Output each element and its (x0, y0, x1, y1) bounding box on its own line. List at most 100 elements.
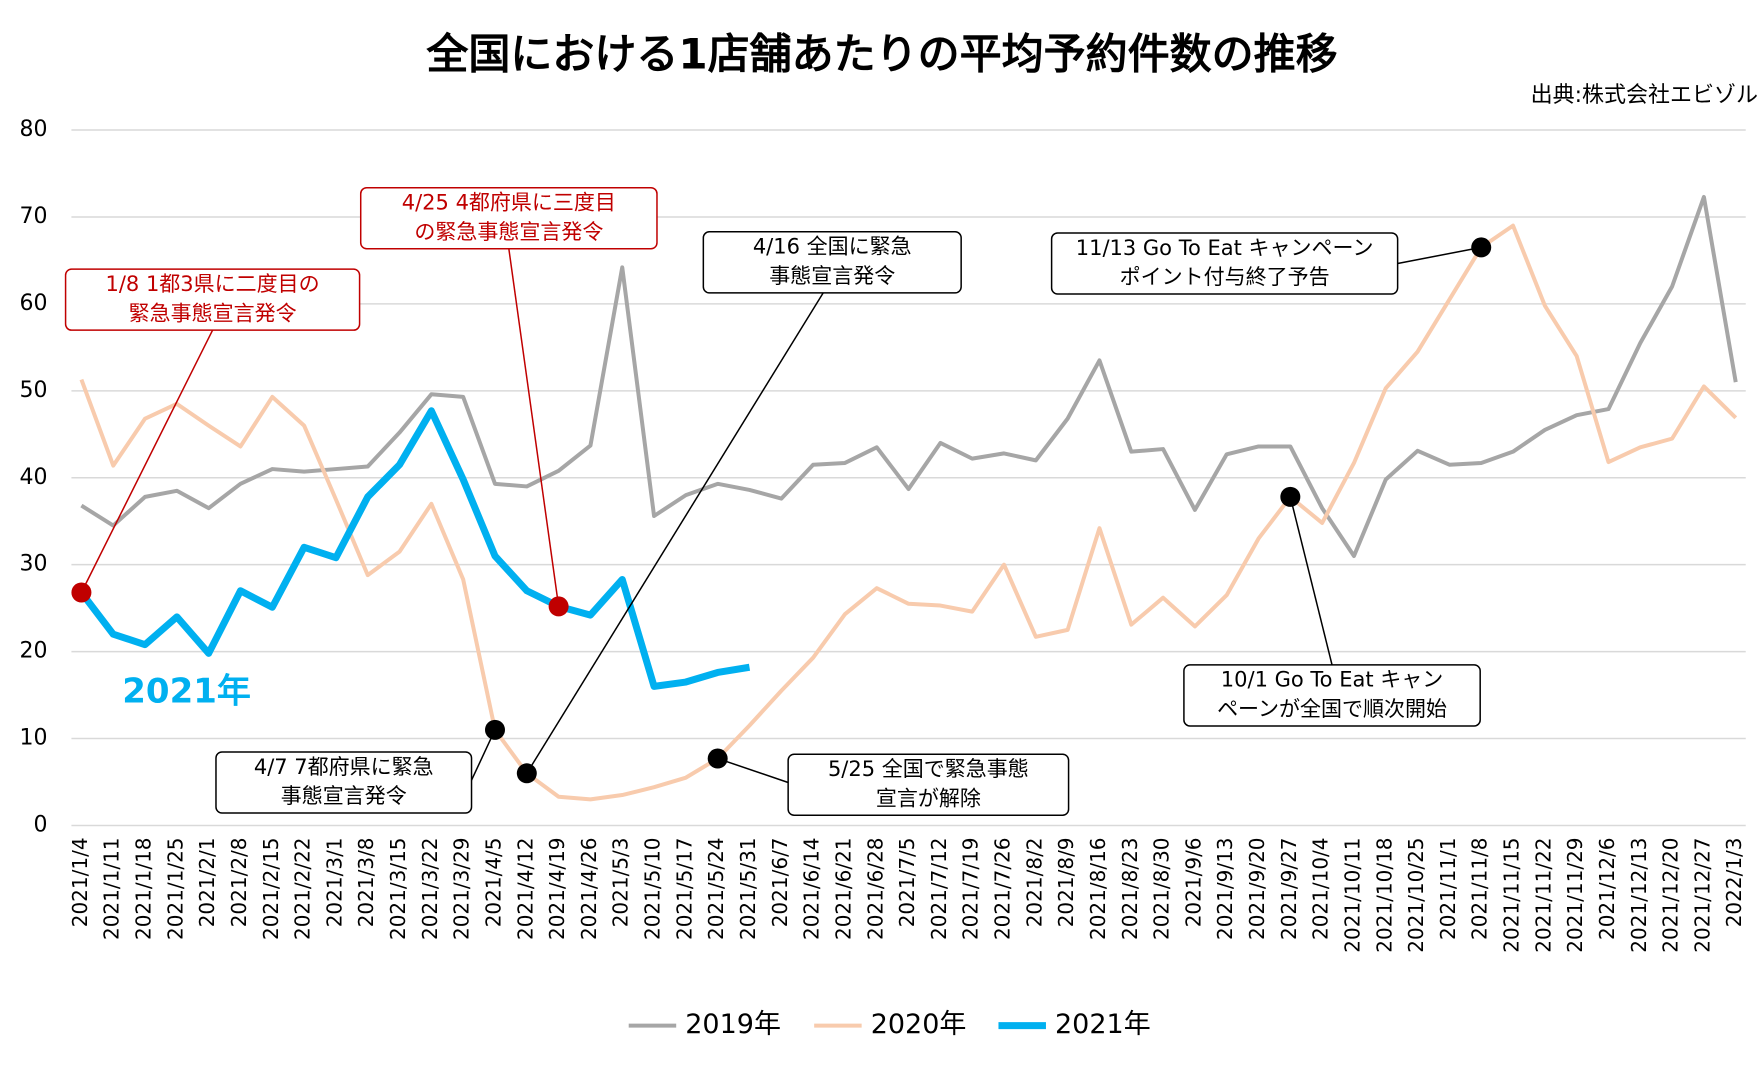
x-tick-label: 2021/8/2 (1022, 837, 1046, 927)
x-tick-label: 2021/2/1 (195, 837, 219, 927)
y-tick-label: 80 (19, 117, 47, 142)
y-tick-label: 40 (19, 465, 47, 490)
x-tick-label: 2021/1/11 (100, 837, 124, 940)
leader-line (508, 248, 560, 607)
series-line (80, 194, 1738, 558)
x-tick-label: 2021/5/31 (736, 837, 760, 940)
leader-line (1289, 496, 1333, 666)
callout-text: 4/16 全国に緊急 (753, 235, 912, 259)
callout-text: 1/8 1都3県に二度目の (105, 272, 319, 296)
x-tick-label: 2021/6/14 (800, 837, 824, 940)
callout-text: ペーンが全国で順次開始 (1217, 697, 1447, 721)
callout-box (787, 753, 1070, 817)
x-tick-label: 2021/11/29 (1563, 837, 1587, 952)
x-tick-label: 2021/3/1 (322, 837, 346, 927)
x-tick-label: 2021/5/24 (704, 837, 728, 940)
x-tick-label: 2021/5/17 (672, 837, 696, 940)
callout-text: ポイント付与終了予告 (1120, 265, 1330, 289)
event-marker (548, 596, 569, 617)
x-tick-label: 2021/2/22 (291, 837, 315, 940)
event-marker (1471, 237, 1492, 258)
x-tick-label: 2021/3/22 (418, 837, 442, 940)
callout-box (1183, 664, 1481, 727)
y-tick-label: 30 (19, 552, 47, 577)
x-tick-label: 2021/10/18 (1372, 837, 1396, 952)
x-tick-label: 2021/12/13 (1627, 837, 1651, 952)
legend-label: 2021年 (1055, 1009, 1151, 1040)
chart-title: 全国における1店舗あたりの平均予約件数の推移 (425, 30, 1337, 79)
callout-box (64, 268, 361, 331)
callout-text: 10/1 Go To Eat キャン (1221, 668, 1443, 692)
leader-line (526, 292, 824, 774)
series-label: 2021年 (122, 672, 251, 712)
x-tick-label: 2021/3/29 (450, 837, 474, 940)
leader-line (1397, 246, 1482, 265)
x-tick-label: 2021/11/22 (1531, 837, 1555, 952)
callout-box (359, 186, 658, 250)
x-tick-label: 2021/11/8 (1468, 837, 1492, 940)
x-tick-label: 2021/4/5 (481, 837, 505, 927)
series-line (79, 223, 1738, 802)
x-tick-label: 2021/2/8 (227, 837, 251, 927)
legend-label: 2019年 (685, 1009, 781, 1040)
x-tick-label: 2021/4/26 (577, 837, 601, 940)
callout-box (702, 231, 962, 294)
callout-text: 宣言が解除 (876, 786, 981, 810)
x-tick-label: 2021/1/4 (68, 837, 92, 927)
x-tick-label: 2021/9/27 (1277, 837, 1301, 940)
x-tick-label: 2021/11/15 (1500, 837, 1524, 952)
x-tick-label: 2021/4/12 (513, 837, 537, 940)
callout-text: 4/25 4都府県に三度目 (402, 191, 616, 215)
y-tick-label: 20 (19, 639, 47, 664)
x-tick-label: 2021/9/13 (1213, 837, 1237, 940)
x-tick-label: 2021/3/15 (386, 837, 410, 940)
x-tick-label: 2021/10/11 (1340, 837, 1364, 952)
event-marker (484, 719, 505, 740)
x-tick-label: 2021/9/20 (1245, 837, 1269, 940)
x-tick-label: 2021/10/4 (1309, 837, 1333, 940)
source: 出典:株式会社エビゾル (1531, 83, 1758, 108)
x-tick-label: 2021/3/8 (354, 837, 378, 927)
y-tick-label: 60 (19, 291, 47, 316)
callout-text: 11/13 Go To Eat キャンペーン (1076, 236, 1374, 260)
callout-text: 事態宣言発令 (281, 784, 407, 808)
callout-text: 事態宣言発令 (769, 264, 895, 288)
x-tick-label: 2021/5/10 (641, 837, 665, 940)
event-marker (1280, 486, 1301, 507)
x-tick-label: 2021/6/28 (863, 837, 887, 940)
y-tick-label: 10 (19, 726, 47, 751)
x-tick-label: 2021/10/25 (1404, 837, 1428, 952)
x-tick-label: 2021/8/30 (1150, 837, 1174, 940)
callout-text: 5/25 全国で緊急事態 (828, 757, 1029, 781)
event-marker (707, 748, 728, 769)
x-tick-label: 2021/5/3 (609, 837, 633, 927)
x-tick-label: 2021/1/18 (132, 837, 156, 940)
leader-line (717, 757, 789, 784)
legend-label: 2020年 (871, 1009, 967, 1040)
event-marker (516, 763, 537, 784)
x-tick-label: 2021/4/19 (545, 837, 569, 940)
y-tick-label: 70 (19, 204, 47, 229)
x-tick-label: 2021/8/9 (1054, 837, 1078, 927)
x-tick-label: 2021/12/6 (1595, 837, 1619, 940)
x-tick-label: 2021/8/23 (1118, 837, 1142, 940)
series-line (78, 407, 751, 690)
x-tick-label: 2021/12/27 (1690, 837, 1714, 952)
x-tick-label: 2021/9/6 (1181, 837, 1205, 927)
event-marker (71, 582, 92, 603)
x-tick-label: 2021/8/16 (1086, 837, 1110, 940)
x-tick-label: 2021/6/7 (768, 837, 792, 927)
x-tick-label: 2021/1/25 (163, 837, 187, 940)
y-tick-label: 0 (33, 812, 47, 837)
x-tick-label: 2021/7/26 (991, 837, 1015, 940)
callout-text: の緊急事態宣言発令 (414, 220, 603, 244)
x-tick-label: 2021/6/21 (831, 837, 855, 940)
callout-box (215, 751, 473, 814)
y-tick-label: 50 (19, 378, 47, 403)
leader-line (80, 329, 214, 593)
x-tick-label: 2021/2/15 (259, 837, 283, 940)
x-tick-label: 2021/12/20 (1659, 837, 1683, 952)
x-tick-label: 2021/7/12 (927, 837, 951, 940)
x-tick-label: 2022/1/3 (1722, 837, 1746, 927)
